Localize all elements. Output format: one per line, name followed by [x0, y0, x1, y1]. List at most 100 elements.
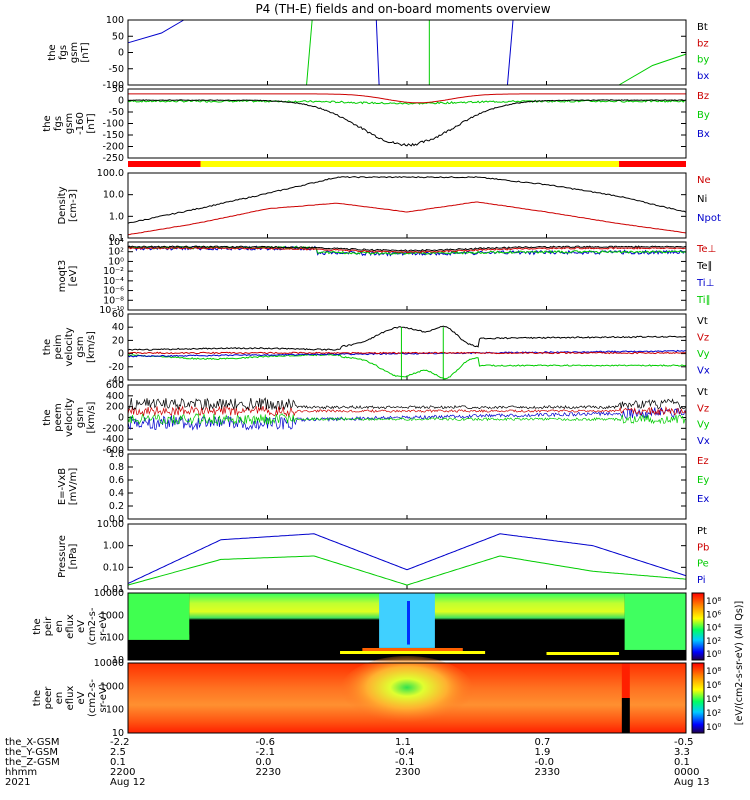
panel-frame	[127, 662, 687, 734]
x-tick-label: 2200	[110, 767, 135, 778]
spectrogram-band	[624, 593, 686, 650]
series-Vy	[127, 412, 687, 426]
panel-frame	[127, 19, 687, 86]
x-row-label: the_Z-GSM	[5, 757, 60, 768]
y-axis-label-line: peem	[53, 403, 64, 431]
colorbar	[691, 662, 705, 734]
panel-frame	[127, 88, 687, 159]
legend-Vz: Vz	[697, 403, 709, 414]
legend-By: By	[697, 110, 710, 121]
orbit-bar-yellow	[200, 161, 620, 167]
y-axis-label-line: gsm	[75, 336, 86, 357]
y-tick-label: 100	[106, 15, 124, 26]
spectrogram-core	[407, 601, 410, 645]
y-axis-label-line: eflux	[65, 614, 76, 639]
orbit-bar-red-right	[619, 161, 686, 167]
x-row-label: 2021	[5, 777, 30, 788]
y-tick-label: 0	[118, 349, 124, 360]
y-tick-label: 1.00	[103, 541, 124, 552]
legend-Ey: Ey	[697, 475, 709, 486]
x-row-label: the_X-GSM	[5, 737, 59, 748]
y-tick-label: -200	[102, 423, 124, 434]
spectrogram-core	[340, 656, 474, 726]
series-Bz	[128, 93, 686, 104]
colorbar-tick-label: 10⁸	[706, 597, 721, 607]
y-tick-label: 0.10	[103, 562, 124, 573]
y-axis-label-line: E=-VxB	[57, 468, 68, 505]
y-axis-label-line: fgs	[53, 116, 64, 131]
legend-Vt: Vt	[697, 316, 708, 327]
x-tick-label: 2.5	[110, 747, 126, 758]
colorbar-tick-label: 10²	[706, 709, 721, 719]
series-bx	[375, 19, 380, 86]
panel-frame	[127, 313, 687, 381]
series-Ne	[127, 201, 687, 236]
y-axis-label-line: the	[32, 618, 43, 634]
x-tick-label: -0.5	[674, 737, 694, 748]
legend-Te⊥: Te⊥	[696, 244, 716, 255]
y-axis-label-line: velocity	[64, 398, 75, 437]
y-axis-label-line: [cm-3]	[68, 189, 79, 222]
y-tick-label: 200	[106, 402, 124, 413]
y-tick-label: -400	[102, 434, 124, 445]
y-axis-label-line: eV	[76, 691, 87, 704]
y-tick-label: 400	[106, 391, 124, 402]
spectrogram-gap	[621, 663, 630, 698]
colorbar-label: [eV/(cm2-s-sr-eV) (All Qs)]	[734, 601, 745, 725]
legend-bz: bz	[697, 38, 709, 49]
y-axis-label-line: fgs	[58, 45, 69, 60]
x-tick-label: 0.1	[674, 757, 690, 768]
y-tick-label: -150	[102, 130, 124, 141]
x-tick-label: -0.4	[395, 747, 415, 758]
y-axis-label-line: -160	[75, 112, 86, 135]
y-tick-label: 0.0	[109, 514, 124, 525]
series-bx	[127, 19, 185, 44]
series-Pi	[127, 533, 687, 584]
legend-Ti∥: Ti∥	[696, 295, 711, 306]
x-tick-label: 2330	[535, 767, 560, 778]
legend-Ez: Ez	[697, 456, 709, 467]
y-axis-label-line: the	[42, 115, 53, 131]
series-by	[306, 19, 313, 86]
legend-Vz: Vz	[697, 333, 709, 344]
colorbar-tick-label: 10²	[706, 637, 721, 647]
y-tick-label: 100	[106, 633, 124, 644]
x-tick-label: -2.2	[110, 737, 130, 748]
series-By	[127, 99, 687, 105]
x-tick-label: 0.7	[535, 737, 551, 748]
panel-peem: thepeemvelocitygsm[km/s] 6004002000-200-4…	[42, 380, 710, 456]
panel-peer: thepeerenefluxeV(cm2-s-sr-eV) 10000 1000 10…	[32, 656, 687, 739]
y-tick-label: 20	[112, 335, 124, 346]
series-Vx	[127, 406, 687, 431]
y-axis-label-line: moqt3	[57, 260, 68, 293]
series-by	[618, 53, 687, 86]
y-axis-label-line: eV	[76, 620, 87, 633]
y-tick-label: 0	[118, 413, 124, 424]
y-axis-label: E=-VxB[mV/m]	[57, 468, 79, 506]
y-axis-label-line: en	[54, 692, 65, 705]
y-axis-label-line: sr-eV)	[98, 683, 109, 712]
panel-efield: E=-VxB[mV/m] 1.0 0.8 0.6 0.4 0.2 0.0 Ez Ey Ex	[57, 449, 709, 525]
y-axis-label: Density[cm-3]	[57, 186, 79, 224]
colorbar-tick-label: 10⁴	[706, 624, 721, 634]
legend-Pt: Pt	[697, 526, 707, 537]
y-axis-label-line: [km/s]	[86, 401, 97, 433]
y-axis-label-line: peim	[53, 334, 64, 359]
y-tick-label: -100	[102, 119, 124, 130]
spectrogram-gap	[621, 698, 630, 733]
x-tick-label: Aug 12	[110, 777, 145, 788]
y-tick-label: 0.01	[103, 584, 124, 595]
colorbar-tick-label: 10⁴	[706, 695, 721, 705]
panel-pressure: Pressure[nPa] 10.00 1.00 0.10 0.01 Pt Pb Pe Pi	[57, 519, 709, 595]
y-axis-label-line: peer	[43, 686, 54, 710]
y-tick-label: -250	[102, 153, 124, 164]
x-axis-labels: the_X-GSMthe_Y-GSMthe_Z-GSMhhmm2021-2.22…	[5, 737, 709, 788]
y-tick-label: 60	[112, 309, 124, 320]
y-axis-label-line: gsm	[75, 407, 86, 428]
legend-Ti⊥: Ti⊥	[696, 278, 714, 289]
y-tick-label: 10⁻¹⁰	[99, 305, 124, 316]
y-tick-label: 10²	[108, 247, 124, 258]
y-axis-label-line: peir	[43, 616, 54, 636]
series-Ni	[127, 176, 687, 224]
